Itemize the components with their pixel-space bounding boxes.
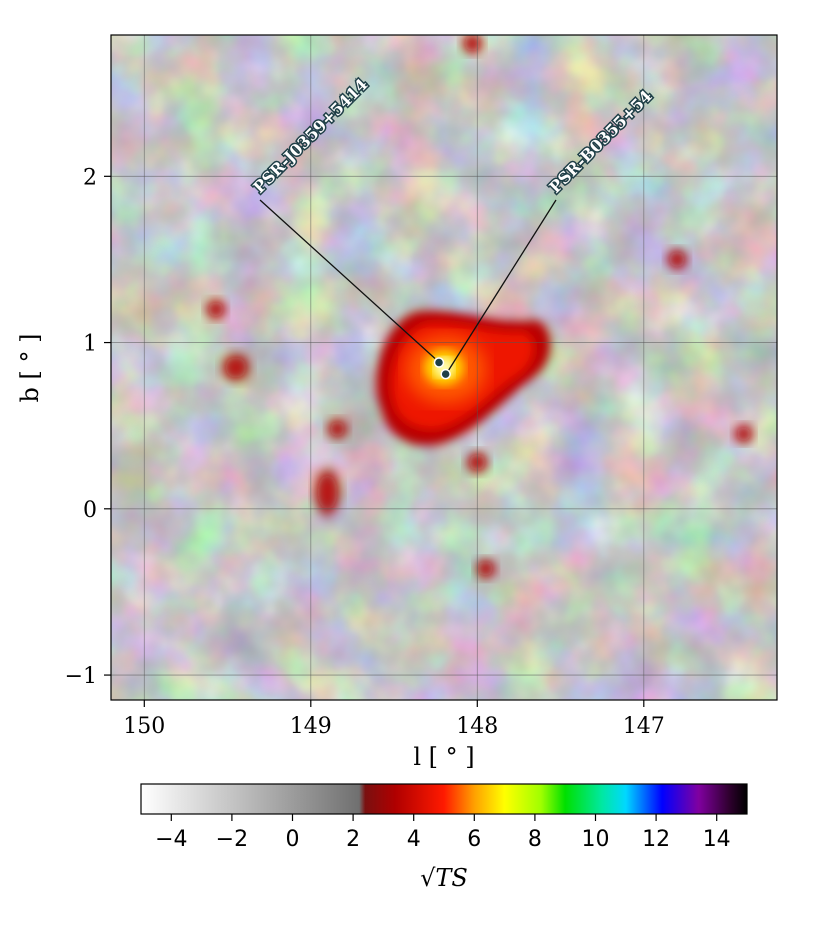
hotspot (218, 350, 254, 385)
hotspot (473, 556, 498, 581)
grid-lines (111, 35, 777, 700)
pulsar-marker (433, 357, 445, 368)
heatmap-image (111, 35, 777, 700)
x-tick-label: 149 (290, 714, 332, 739)
colorbar-tick-label: 2 (346, 827, 360, 852)
hotspot (203, 297, 229, 322)
colorbar-tick-label: −2 (216, 827, 248, 852)
y-tick-label: 1 (83, 332, 97, 357)
colorbar-tick-label: 14 (703, 827, 731, 852)
colorbar-tick-label: 8 (528, 827, 542, 852)
x-tick-label: 148 (456, 714, 498, 739)
colorbar-tick-label: 4 (407, 827, 421, 852)
hotspot (459, 35, 486, 57)
x-axis-label: l [ ° ] (413, 743, 474, 771)
colorbar-tick-label: 10 (582, 827, 610, 852)
y-tick-label: −1 (65, 664, 97, 689)
colorbar-tick-label: −4 (155, 827, 187, 852)
annotation-leader-line (448, 199, 557, 371)
colorbar-tick-label: 12 (642, 827, 670, 852)
plot-frame (110, 34, 778, 701)
axis-ticks: 150 149 148 147 −1 0 1 2 (65, 165, 665, 739)
y-tick-label: 0 (83, 498, 97, 523)
y-axis-label: b [ ° ] (16, 334, 44, 403)
pulsar-marker (440, 368, 451, 380)
hotspot (664, 246, 690, 273)
hotspot (325, 416, 350, 442)
colorbar-label: √TS (420, 864, 468, 892)
colorbar-ticks: −4 −2 0 2 4 6 8 10 12 14 (155, 814, 731, 852)
hotspot (311, 463, 344, 521)
hotspot (732, 422, 756, 446)
colorbar-tick-label: 6 (467, 827, 481, 852)
annotation-leader-line (259, 199, 436, 359)
colorbar (140, 783, 748, 815)
y-tick-label: 2 (83, 165, 97, 190)
x-tick-label: 147 (623, 714, 665, 739)
colorbar-tick-label: 0 (286, 827, 300, 852)
x-tick-label: 150 (123, 714, 165, 739)
